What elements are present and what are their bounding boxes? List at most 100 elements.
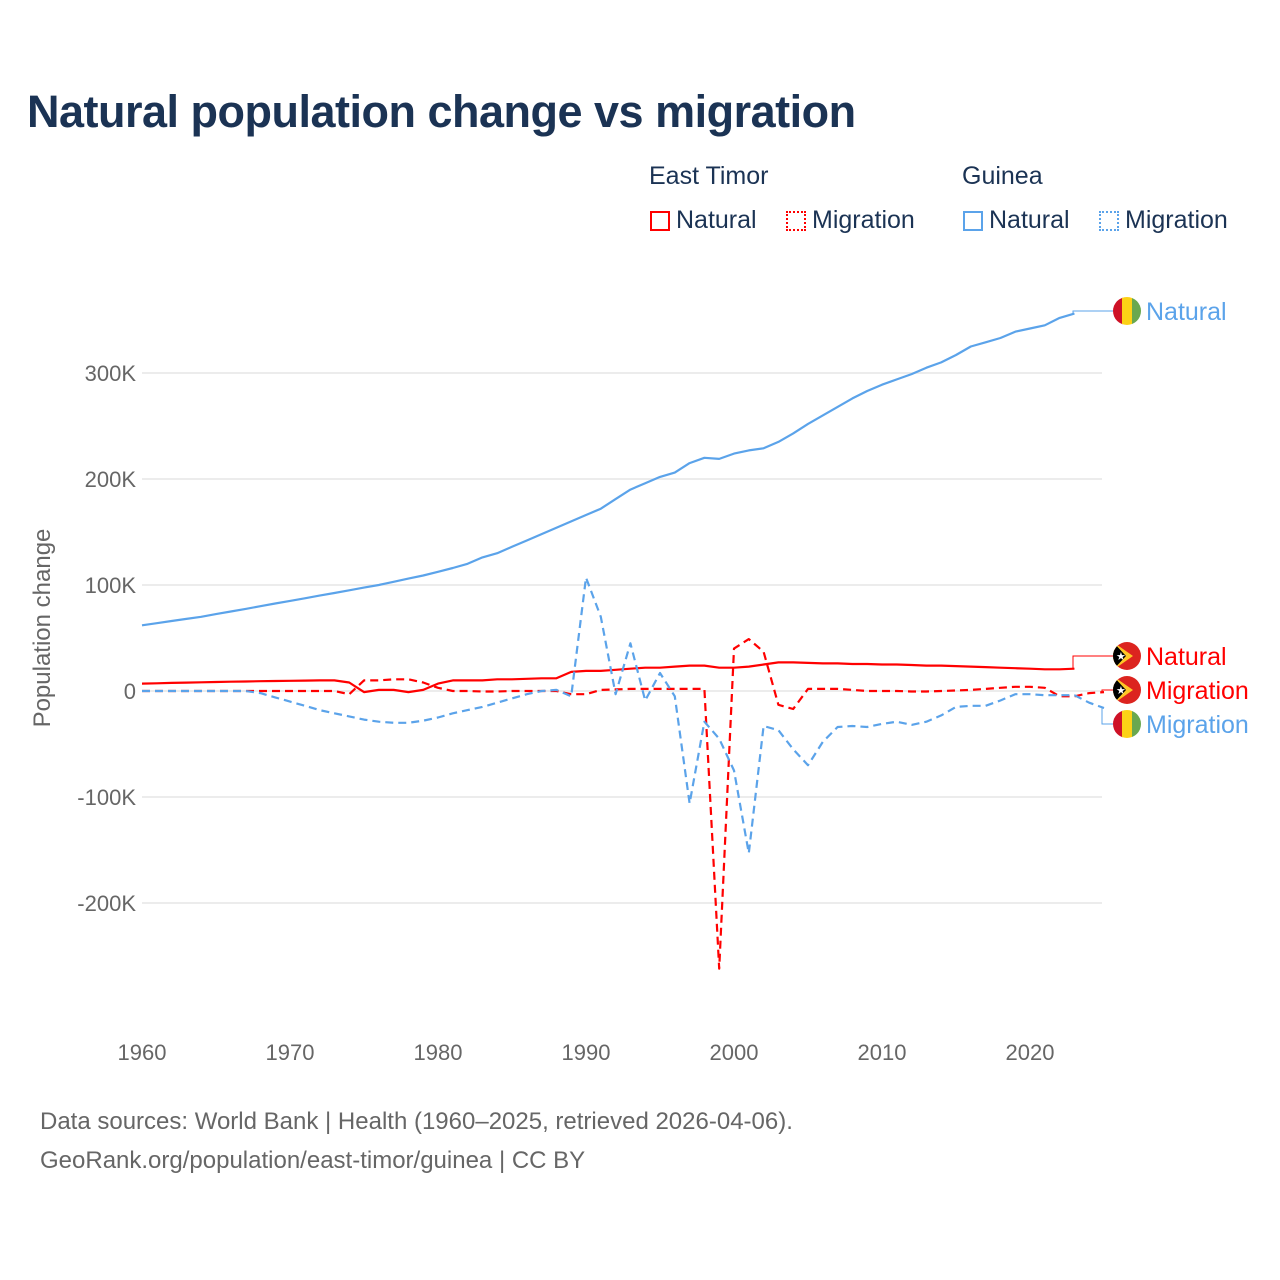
data-point: [421, 681, 425, 685]
data-point: [347, 681, 351, 685]
data-point: [628, 687, 632, 691]
data-point: [939, 360, 943, 364]
east-timor-flag-icon: ★: [1113, 642, 1141, 670]
solid-swatch-icon: [650, 210, 670, 231]
data-point: [421, 688, 425, 692]
data-point: [406, 577, 410, 581]
data-point: [910, 723, 914, 727]
data-point: [288, 700, 292, 704]
footer-link[interactable]: GeoRank.org/population/east-timor/guinea…: [40, 1147, 586, 1174]
data-point: [791, 707, 795, 711]
data-point: [717, 666, 721, 670]
data-point: [865, 689, 869, 693]
data-point: [569, 519, 573, 523]
data-point: [155, 681, 159, 685]
data-point: [836, 661, 840, 665]
legend-item-guinea-natural[interactable]: Natural: [963, 206, 1070, 235]
end-label-connector: [1101, 689, 1113, 693]
data-point: [303, 704, 307, 708]
data-point: [377, 583, 381, 587]
end-label: Migration: [1146, 677, 1249, 705]
data-point: [495, 701, 499, 705]
svg-text:★: ★: [1116, 685, 1126, 697]
data-point: [1028, 692, 1032, 696]
data-point: [184, 681, 188, 685]
data-point: [643, 481, 647, 485]
data-point: [273, 695, 277, 699]
data-point: [525, 538, 529, 542]
data-point: [895, 377, 899, 381]
data-point: [554, 676, 558, 680]
data-point: [421, 719, 425, 723]
data-point: [495, 551, 499, 555]
data-point: [821, 687, 825, 691]
data-point: [229, 610, 233, 614]
data-point: [140, 682, 144, 686]
data-point: [910, 663, 914, 667]
data-point: [776, 703, 780, 707]
data-point: [1013, 685, 1017, 689]
data-point: [732, 769, 736, 773]
data-point: [880, 689, 884, 693]
legend-item-east-timor-natural[interactable]: Natural: [650, 206, 757, 235]
data-point: [584, 669, 588, 673]
data-point: [673, 665, 677, 669]
y-tick-label: 0: [124, 679, 136, 704]
data-point: [495, 677, 499, 681]
svg-text:★: ★: [1116, 651, 1126, 663]
data-point: [140, 689, 144, 693]
data-point: [199, 680, 203, 684]
legend-item-guinea-migration[interactable]: Migration: [1099, 206, 1228, 235]
data-point: [1013, 666, 1017, 670]
data-point: [643, 699, 647, 703]
data-point: [791, 660, 795, 664]
data-point: [569, 694, 573, 698]
data-point: [658, 666, 662, 670]
legend-group-east-timor: East Timor: [649, 162, 769, 190]
data-point: [229, 680, 233, 684]
data-point: [658, 475, 662, 479]
data-point: [673, 694, 677, 698]
data-point: [806, 661, 810, 665]
guinea-flag-icon: [1113, 297, 1141, 325]
data-point: [910, 690, 914, 694]
data-point: [599, 507, 603, 511]
series-line-guinea-migration: [142, 576, 1105, 855]
data-point: [717, 967, 721, 971]
data-point: [406, 677, 410, 681]
data-point: [495, 690, 499, 694]
data-point: [1087, 691, 1091, 695]
data-point: [170, 681, 174, 685]
data-point: [836, 725, 840, 729]
data-point: [895, 689, 899, 693]
data-point: [377, 720, 381, 724]
data-point: [806, 422, 810, 426]
chart-title: Natural population change vs migration: [27, 86, 856, 137]
data-point: [969, 345, 973, 349]
data-point: [155, 621, 159, 625]
data-point: [377, 688, 381, 692]
data-point: [318, 594, 322, 598]
data-point: [1058, 667, 1062, 671]
data-point: [673, 471, 677, 475]
data-point: [510, 689, 514, 693]
legend-item-east-timor-migration[interactable]: Migration: [786, 206, 915, 235]
data-point: [303, 689, 307, 693]
data-point: [258, 604, 262, 608]
data-point: [776, 440, 780, 444]
data-point: [510, 696, 514, 700]
data-point: [939, 689, 943, 693]
data-point: [658, 671, 662, 675]
data-point: [466, 562, 470, 566]
data-point: [466, 689, 470, 693]
x-tick-label: 1960: [118, 1040, 167, 1065]
data-point: [480, 555, 484, 559]
data-point: [318, 689, 322, 693]
data-point: [362, 678, 366, 682]
data-point: [924, 664, 928, 668]
data-point: [806, 687, 810, 691]
data-point: [910, 372, 914, 376]
data-point: [451, 711, 455, 715]
data-point: [347, 588, 351, 592]
y-tick-label: 100K: [85, 573, 137, 598]
